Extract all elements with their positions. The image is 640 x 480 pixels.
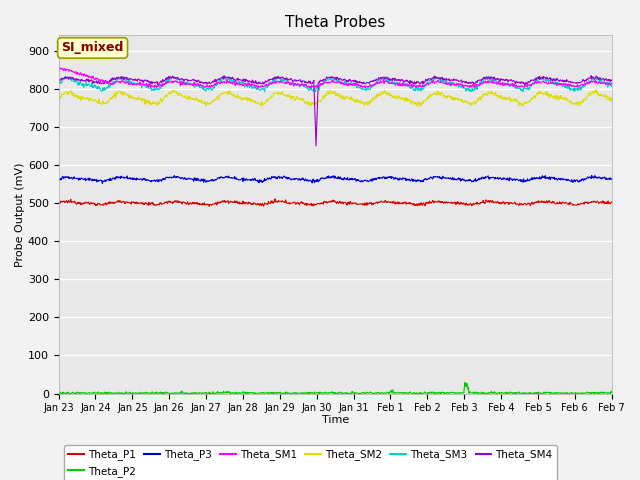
Theta_SM3 (435, 74, 443, 80)
Theta_SM1 (55, 64, 63, 70)
Theta_SM4 (486, 76, 494, 82)
Theta_P1 (271, 196, 279, 202)
Theta_SM3 (279, 79, 287, 84)
Theta_SM4 (278, 74, 286, 80)
Theta_SM2 (111, 91, 119, 97)
Theta_SM4 (312, 143, 320, 149)
Theta_P3 (588, 173, 596, 179)
Theta_P2 (278, 390, 286, 396)
Theta_SM2 (435, 92, 443, 97)
Theta_P2 (608, 389, 616, 395)
Theta_SM3 (220, 73, 228, 79)
Theta_P2 (111, 390, 119, 396)
Theta_SM1 (608, 80, 616, 86)
Theta_P2 (298, 391, 306, 396)
Line: Theta_SM2: Theta_SM2 (59, 90, 612, 107)
Theta_P1 (608, 199, 616, 205)
Theta_SM2 (486, 90, 494, 96)
Line: Theta_SM1: Theta_SM1 (59, 67, 612, 88)
Theta_SM1 (435, 79, 443, 85)
Theta_SM1 (299, 82, 307, 88)
Theta_SM1 (497, 82, 504, 88)
Theta_SM3 (299, 82, 307, 88)
Theta_SM4 (55, 75, 63, 81)
Theta_P3 (55, 177, 63, 182)
Theta_SM4 (111, 77, 119, 83)
Line: Theta_P1: Theta_P1 (59, 199, 612, 206)
Theta_P3 (608, 176, 616, 182)
Line: Theta_SM4: Theta_SM4 (59, 76, 612, 146)
Theta_SM2 (298, 96, 306, 102)
Theta_P1 (205, 204, 213, 209)
Theta_SM3 (608, 83, 616, 89)
Theta_SM1 (279, 80, 287, 86)
Theta_P2 (55, 390, 63, 396)
Theta_SM4 (588, 73, 595, 79)
Theta_P3 (435, 175, 443, 180)
Theta_SM4 (435, 76, 443, 82)
Theta_P2 (461, 380, 468, 385)
Theta_SM3 (519, 89, 527, 95)
Theta_P3 (299, 175, 307, 181)
Theta_P1 (436, 198, 444, 204)
Theta_P3 (99, 180, 106, 186)
Theta_SM1 (486, 79, 494, 85)
Line: Theta_P3: Theta_P3 (59, 176, 612, 183)
Theta_SM1 (254, 85, 262, 91)
Theta_P1 (55, 200, 63, 206)
Theta_SM4 (608, 78, 616, 84)
Theta_SM2 (592, 87, 600, 93)
Theta_P1 (111, 199, 119, 205)
Y-axis label: Probe Output (mV): Probe Output (mV) (15, 162, 25, 267)
Theta_SM1 (111, 80, 119, 85)
Theta_P2 (486, 390, 494, 396)
Theta_P1 (300, 201, 307, 206)
Theta_P2 (497, 390, 504, 396)
Theta_P3 (486, 175, 494, 181)
Theta_P1 (487, 198, 495, 204)
Theta_P1 (280, 199, 287, 204)
Line: Theta_P2: Theta_P2 (59, 383, 612, 394)
Theta_SM2 (497, 96, 504, 101)
Theta_P2 (580, 391, 588, 396)
Line: Theta_SM3: Theta_SM3 (59, 76, 612, 92)
X-axis label: Time: Time (321, 415, 349, 425)
Theta_P2 (435, 391, 442, 396)
Text: SI_mixed: SI_mixed (61, 41, 124, 54)
Theta_SM4 (497, 77, 504, 83)
Theta_P3 (497, 176, 504, 181)
Title: Theta Probes: Theta Probes (285, 15, 385, 30)
Theta_SM2 (55, 96, 63, 101)
Theta_SM3 (497, 81, 504, 86)
Theta_P3 (279, 174, 287, 180)
Theta_SM2 (278, 89, 286, 95)
Theta_SM3 (55, 81, 63, 86)
Theta_SM3 (111, 79, 119, 85)
Theta_SM4 (298, 78, 306, 84)
Theta_SM3 (486, 74, 494, 80)
Theta_SM2 (413, 104, 421, 109)
Legend: Theta_P1, Theta_P2, Theta_P3, Theta_SM1, Theta_SM2, Theta_SM3, Theta_SM4: Theta_P1, Theta_P2, Theta_P3, Theta_SM1,… (64, 445, 557, 480)
Theta_P1 (497, 200, 505, 205)
Theta_P3 (112, 176, 120, 182)
Theta_SM2 (608, 95, 616, 100)
